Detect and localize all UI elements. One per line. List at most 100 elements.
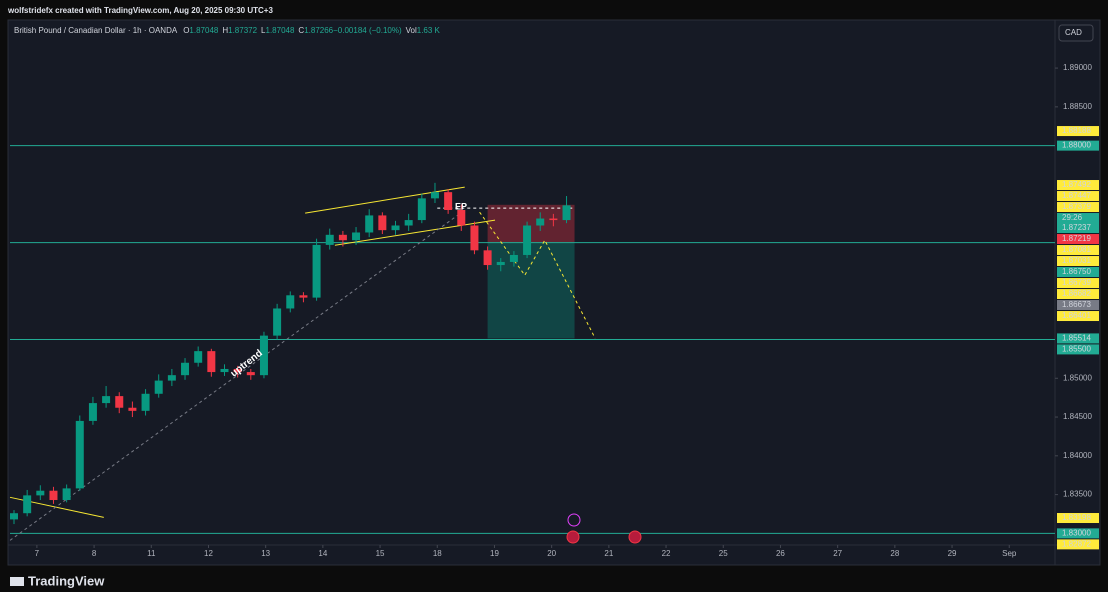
chart-panel — [7, 19, 1101, 566]
candle-body — [75, 420, 84, 489]
x-tick-label: 18 — [433, 549, 442, 558]
candle-body — [115, 396, 124, 408]
x-tick-label: 14 — [318, 549, 327, 558]
legend-key: H — [222, 26, 228, 35]
x-tick-label: 15 — [376, 549, 385, 558]
y-tick-label: 1.83500 — [1063, 490, 1092, 499]
candle-body — [417, 198, 426, 221]
y-tick-label: 1.85000 — [1063, 373, 1092, 382]
price-label — [1057, 126, 1099, 137]
price-label — [1057, 528, 1099, 539]
x-tick-label: 13 — [261, 549, 270, 558]
x-tick-label: 27 — [833, 549, 842, 558]
price-label-text: 1.87081 — [1062, 245, 1091, 254]
price-label — [1057, 278, 1099, 289]
plot: 1.89000 1.88500 1.85000 1.84500 1.84000 1.835… — [9, 63, 1099, 558]
price-label-text: 1.86750 — [1062, 267, 1091, 276]
candle-body — [496, 261, 505, 266]
header: wolfstridefx created with TradingView.co… — [7, 6, 273, 15]
x-tick-label: 7 — [35, 549, 40, 558]
event-icon[interactable] — [628, 530, 642, 544]
candle-body — [181, 362, 190, 376]
legend-key: Vol — [406, 26, 417, 35]
candle-body — [273, 308, 282, 336]
candle-body — [391, 225, 400, 231]
candle-body — [141, 393, 150, 411]
x-tick-label: 19 — [490, 549, 499, 558]
y-tick-label: 1.84000 — [1063, 451, 1092, 460]
price-label-text: 1.88000 — [1062, 141, 1091, 150]
candle-body — [49, 490, 58, 501]
candle-body — [312, 244, 321, 298]
price-label-text: 1.87379 — [1062, 202, 1091, 211]
candle-body — [36, 490, 45, 496]
x-tick-label: Sep — [1002, 549, 1017, 558]
x-tick-label: 20 — [547, 549, 556, 558]
price-label-text: 1.82872 — [1062, 539, 1091, 548]
x-tick-label: 21 — [604, 549, 613, 558]
legend-key: C — [298, 26, 304, 35]
legend-key: L — [261, 26, 266, 35]
candle-body — [483, 250, 492, 266]
price-label — [1057, 234, 1099, 245]
trendline — [305, 186, 465, 214]
price-label-text: 1.86401 — [1062, 311, 1091, 320]
candle-body — [509, 254, 518, 262]
price-label-text: 1.83000 — [1062, 528, 1091, 537]
y-tick-label: 1.84500 — [1063, 412, 1092, 421]
trendline — [479, 211, 596, 339]
price-label — [1057, 180, 1099, 191]
price-label — [1057, 333, 1099, 344]
price-label-text: 1.86673 — [1062, 300, 1091, 309]
price-label-text: 1.87237 — [1062, 223, 1091, 232]
candle-body — [154, 380, 163, 394]
candle-body — [88, 403, 97, 421]
candle-body — [23, 495, 32, 514]
x-tick-label: 22 — [662, 549, 671, 558]
price-label-text: 1.86682 — [1062, 289, 1091, 298]
event-icon[interactable] — [566, 530, 580, 544]
x-tick-label: 26 — [776, 549, 785, 558]
trendline — [334, 219, 496, 246]
trendline — [9, 209, 466, 541]
candle-body — [207, 351, 216, 373]
candle-body — [338, 234, 347, 241]
x-tick-label: 25 — [719, 549, 728, 558]
price-label-text: 1.85500 — [1062, 345, 1091, 354]
price-label-text: 1.88188 — [1062, 126, 1091, 135]
candle-body — [325, 234, 334, 245]
candle-body — [286, 295, 295, 309]
candle-body — [444, 192, 453, 210]
candle-body — [562, 205, 571, 221]
legend-symbol: British Pound / Canadian Dollar · 1h · O… — [14, 26, 178, 35]
candle-body — [246, 372, 255, 376]
candle-body — [365, 215, 374, 233]
candle-body — [128, 407, 137, 411]
candle-body — [10, 513, 19, 520]
candle-body — [536, 218, 545, 226]
candle-body — [378, 215, 387, 231]
candle-body — [194, 351, 203, 363]
legend-value: −0.00184 (−0.10%) — [333, 26, 402, 35]
candle-body — [352, 232, 361, 241]
price-label — [1057, 513, 1099, 524]
legend-value: 1.87048 — [189, 26, 218, 35]
countdown: 29:26 — [1062, 213, 1083, 222]
candle-body — [457, 209, 466, 226]
legend-value: 1.63 K — [417, 26, 441, 35]
target-zone — [487, 242, 575, 339]
legend-value: 1.87048 — [266, 26, 295, 35]
price-label — [1057, 191, 1099, 202]
y-tick-label: 1.89000 — [1063, 63, 1092, 72]
brand-logo — [10, 577, 24, 586]
price-label-text: 1.87447 — [1062, 191, 1091, 200]
candle-body — [220, 368, 229, 373]
currency-label[interactable]: CAD — [1065, 28, 1082, 37]
price-label-text: 1.83198 — [1062, 513, 1091, 522]
event-icon[interactable] — [567, 513, 581, 527]
candle-body — [430, 192, 439, 199]
legend: British Pound / Canadian Dollar · 1h · O… — [14, 26, 441, 35]
currency-button[interactable] — [1058, 24, 1094, 42]
